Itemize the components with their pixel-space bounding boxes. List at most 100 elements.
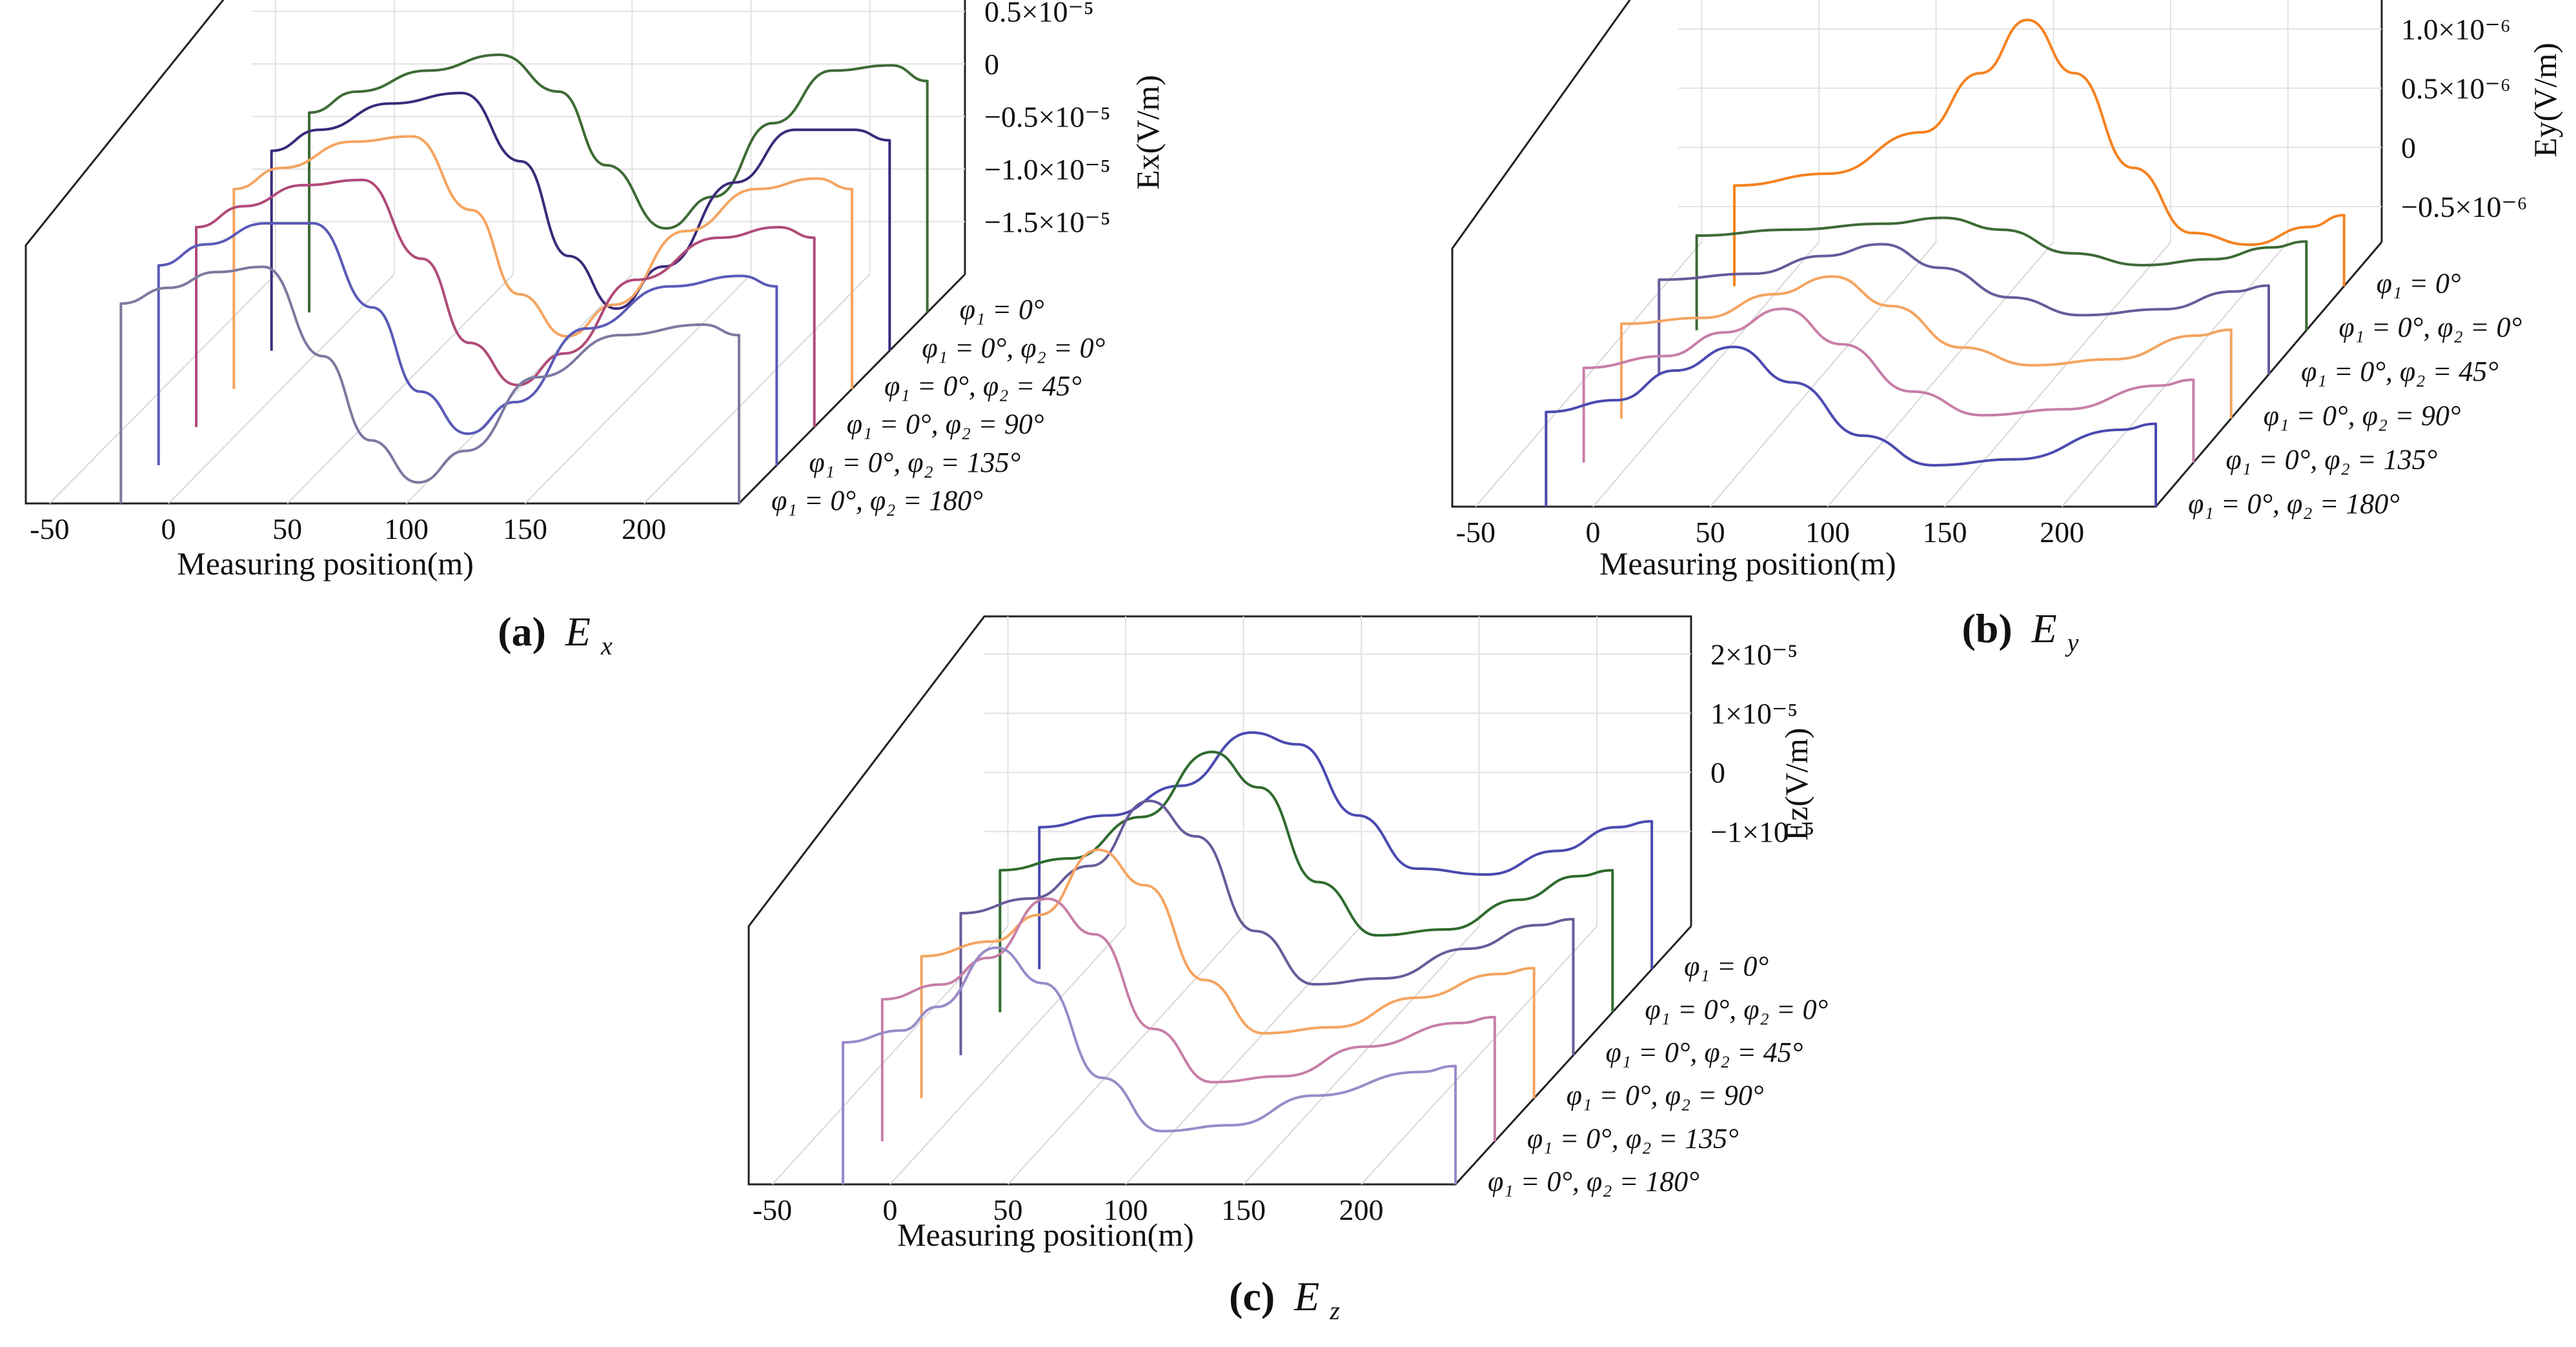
panel-c-caption-letter: (c) (1229, 1273, 1275, 1319)
panel-a-series-line (119, 265, 740, 503)
panel-b-series-line (1620, 275, 2233, 419)
panel-b-x-tick-label: 150 (1923, 516, 1967, 549)
panel-a-z-tick-label: −1.5×10⁻⁵ (984, 206, 1111, 239)
panel-b-series-label: φ₁ = 0° (2377, 267, 2461, 299)
panel-a-floor-gridline (287, 274, 514, 504)
panel-a-z-tick-label: 0.5×10⁻⁵ (984, 0, 1094, 28)
panel-a-x-tick-label: 100 (384, 512, 429, 545)
panel-c-x-tick-label: 150 (1221, 1193, 1266, 1226)
panel-b-y-axis-label: Ey(V/m) (2527, 43, 2563, 157)
panel-c-series-label: φ₁ = 0°, φ₂ = 135° (1527, 1122, 1739, 1154)
panel-b-x-tick-label: 100 (1805, 516, 1850, 549)
panel-c-series-labels: φ₁ = 0° φ₁ = 0°, φ₂ = 0° φ₁ = 0°, φ₂ = 45°… (1488, 951, 1828, 1197)
panel-a-curves (119, 53, 929, 503)
panel-c-floor-gridline (1007, 926, 1244, 1185)
panel-c-z-tick-label: 2×10⁻⁵ (1710, 638, 1798, 671)
panel-c-caption-symbol: E (1293, 1273, 1319, 1319)
panel-b-series-label: φ₁ = 0°, φ₂ = 135° (2226, 444, 2437, 476)
panel-b-series-line (1545, 345, 2157, 507)
panel-a-series-label: φ₁ = 0°, φ₂ = 0° (922, 332, 1105, 363)
panel-a-box-edge (25, 0, 966, 478)
panel-b-x-ticks: -50 0 50 100 150 200 (1456, 516, 2084, 549)
panel-a-x-tick-label: -50 (30, 512, 69, 545)
panel-a-series-label: φ₁ = 0°, φ₂ = 135° (809, 447, 1020, 478)
panel-a-z-tick-label: 0 (984, 48, 999, 81)
panel-c-x-tick-label: 100 (1104, 1193, 1148, 1226)
panel-b-series-label: φ₁ = 0°, φ₂ = 90° (2264, 400, 2461, 431)
panel-b-curves (1545, 18, 2346, 507)
panel-c-z-tick-label: 0 (1710, 756, 1725, 789)
panel-c-caption-sub: z (1329, 1296, 1340, 1325)
panel-c-floor-gridline (1125, 926, 1362, 1185)
panel-b-series-line (1695, 216, 2308, 330)
panel-c-series-line (1038, 731, 1654, 969)
panel-b-floor-gridline (2061, 241, 2289, 507)
panel-b-series-line (1733, 18, 2346, 287)
panel-c-series-label: φ₁ = 0°, φ₂ = 45° (1606, 1037, 1803, 1068)
panel-c-series-line (999, 751, 1614, 1013)
panel-b-series-labels: φ₁ = 0° φ₁ = 0°, φ₂ = 0° φ₁ = 0°, φ₂ = 45°… (2188, 267, 2522, 520)
panel-b-x-tick-label: 200 (2040, 516, 2084, 549)
panel-a-x-tick-label: 150 (503, 512, 547, 545)
panel-c-z-tick-label: −1×10⁻⁵ (1710, 815, 1814, 848)
panel-a-series-line (308, 53, 929, 313)
panel-c-x-axis-label: Measuring position(m) (897, 1217, 1194, 1253)
panel-a-z-ticks: 0.5×10⁻⁵ 0 −0.5×10⁻⁵ −1.0×10⁻⁵ −1.5×10⁻⁵ (984, 0, 1111, 239)
panel-b-floor-gridline (1944, 241, 2171, 507)
panel-b-z-tick-label: −0.5×10⁻⁶ (2401, 190, 2528, 223)
panel-b-series-label: φ₁ = 0°, φ₂ = 0° (2338, 312, 2522, 343)
panel-b-series-line (1658, 243, 2270, 374)
panel-c-x-tick-label: -50 (753, 1193, 792, 1226)
panel-a: -50 0 50 100 150 200 0.5×10⁻⁵ 0 −0.5×10⁻⁵ −1.0×1… (25, 0, 1166, 660)
panel-b-floor-gridline (1827, 241, 2054, 507)
panel-a-floor-gridline (524, 274, 752, 504)
panel-b-x-tick-label: 0 (1586, 516, 1601, 549)
panel-c-series-label: φ₁ = 0°, φ₂ = 0° (1645, 993, 1828, 1025)
panel-b-series-label: φ₁ = 0°, φ₂ = 180° (2188, 488, 2400, 520)
panel-b-floor-gridline (1475, 241, 1703, 507)
panel-c-box-edge (747, 615, 1692, 1159)
panel-c-floor-gridline (1361, 926, 1597, 1185)
panel-b-x-axis-label: Measuring position(m) (1599, 545, 1896, 582)
panel-a-caption: (a) E x (498, 609, 613, 660)
panel-a-series-line (157, 222, 778, 465)
panel-c-series-line (920, 848, 1536, 1099)
panel-c-floor-gridline (889, 926, 1126, 1185)
panel-b-z-ticks: 1.5×10⁻⁶1.0×10⁻⁶0.5×10⁻⁶0−0.5×10⁻⁶ (2401, 13, 2528, 223)
panel-c-series-line (842, 946, 1457, 1184)
panel-c-curves (842, 731, 1654, 1184)
panel-c-series-label: φ₁ = 0°, φ₂ = 180° (1488, 1166, 1699, 1197)
panel-b-z-tick-label: 0 (2401, 131, 2416, 164)
panel-c-grid (771, 616, 1691, 1185)
panel-b-z-tick-label: 0.5×10⁻⁶ (2401, 72, 2511, 105)
panel-c-floor-gridline (1242, 926, 1480, 1185)
panel-c-x-tick-label: 50 (993, 1193, 1023, 1226)
panel-a-floor-gridline (49, 274, 276, 504)
panel-b-x-tick-label: 50 (1696, 516, 1725, 549)
panel-a-caption-letter: (a) (498, 609, 546, 654)
panel-a-z-tick-label: −0.5×10⁻⁵ (984, 101, 1111, 134)
panel-c-x-tick-label: 0 (883, 1193, 898, 1226)
panel-b-floor-gridline (1709, 241, 1937, 507)
panel-a-caption-symbol: E (565, 609, 591, 654)
panel-a-x-tick-label: 50 (272, 512, 302, 545)
panel-a-caption-sub: x (600, 631, 613, 660)
panel-a-series-label: φ₁ = 0°, φ₂ = 180° (771, 485, 983, 516)
panel-c-caption: (c) E z (1229, 1273, 1340, 1325)
panel-b-caption-letter: (b) (1962, 605, 2012, 651)
panel-a-series-line (270, 92, 891, 351)
panel-b-z-tick-label: 1.0×10⁻⁶ (2401, 13, 2511, 46)
panel-a-series-label: φ₁ = 0° (960, 294, 1044, 325)
panel-c-z-ticks: 2×10⁻⁵ 1×10⁻⁵ 0 −1×10⁻⁵ (1710, 638, 1814, 848)
panel-c-floor-gridline (771, 926, 1009, 1185)
panel-a-x-tick-label: 200 (622, 512, 666, 545)
panel-b-caption-symbol: E (2031, 605, 2057, 651)
panel-c-y-axis-label: Ez(V/m) (1778, 728, 1814, 841)
panel-a-z-tick-label: −1.0×10⁻⁵ (984, 153, 1111, 186)
panel-b-floor-gridline (1592, 241, 1820, 507)
panel-c-frame (747, 615, 1692, 1186)
panel-b-box-edge (1451, 0, 2383, 481)
panel-b-series-line (1582, 307, 2195, 463)
